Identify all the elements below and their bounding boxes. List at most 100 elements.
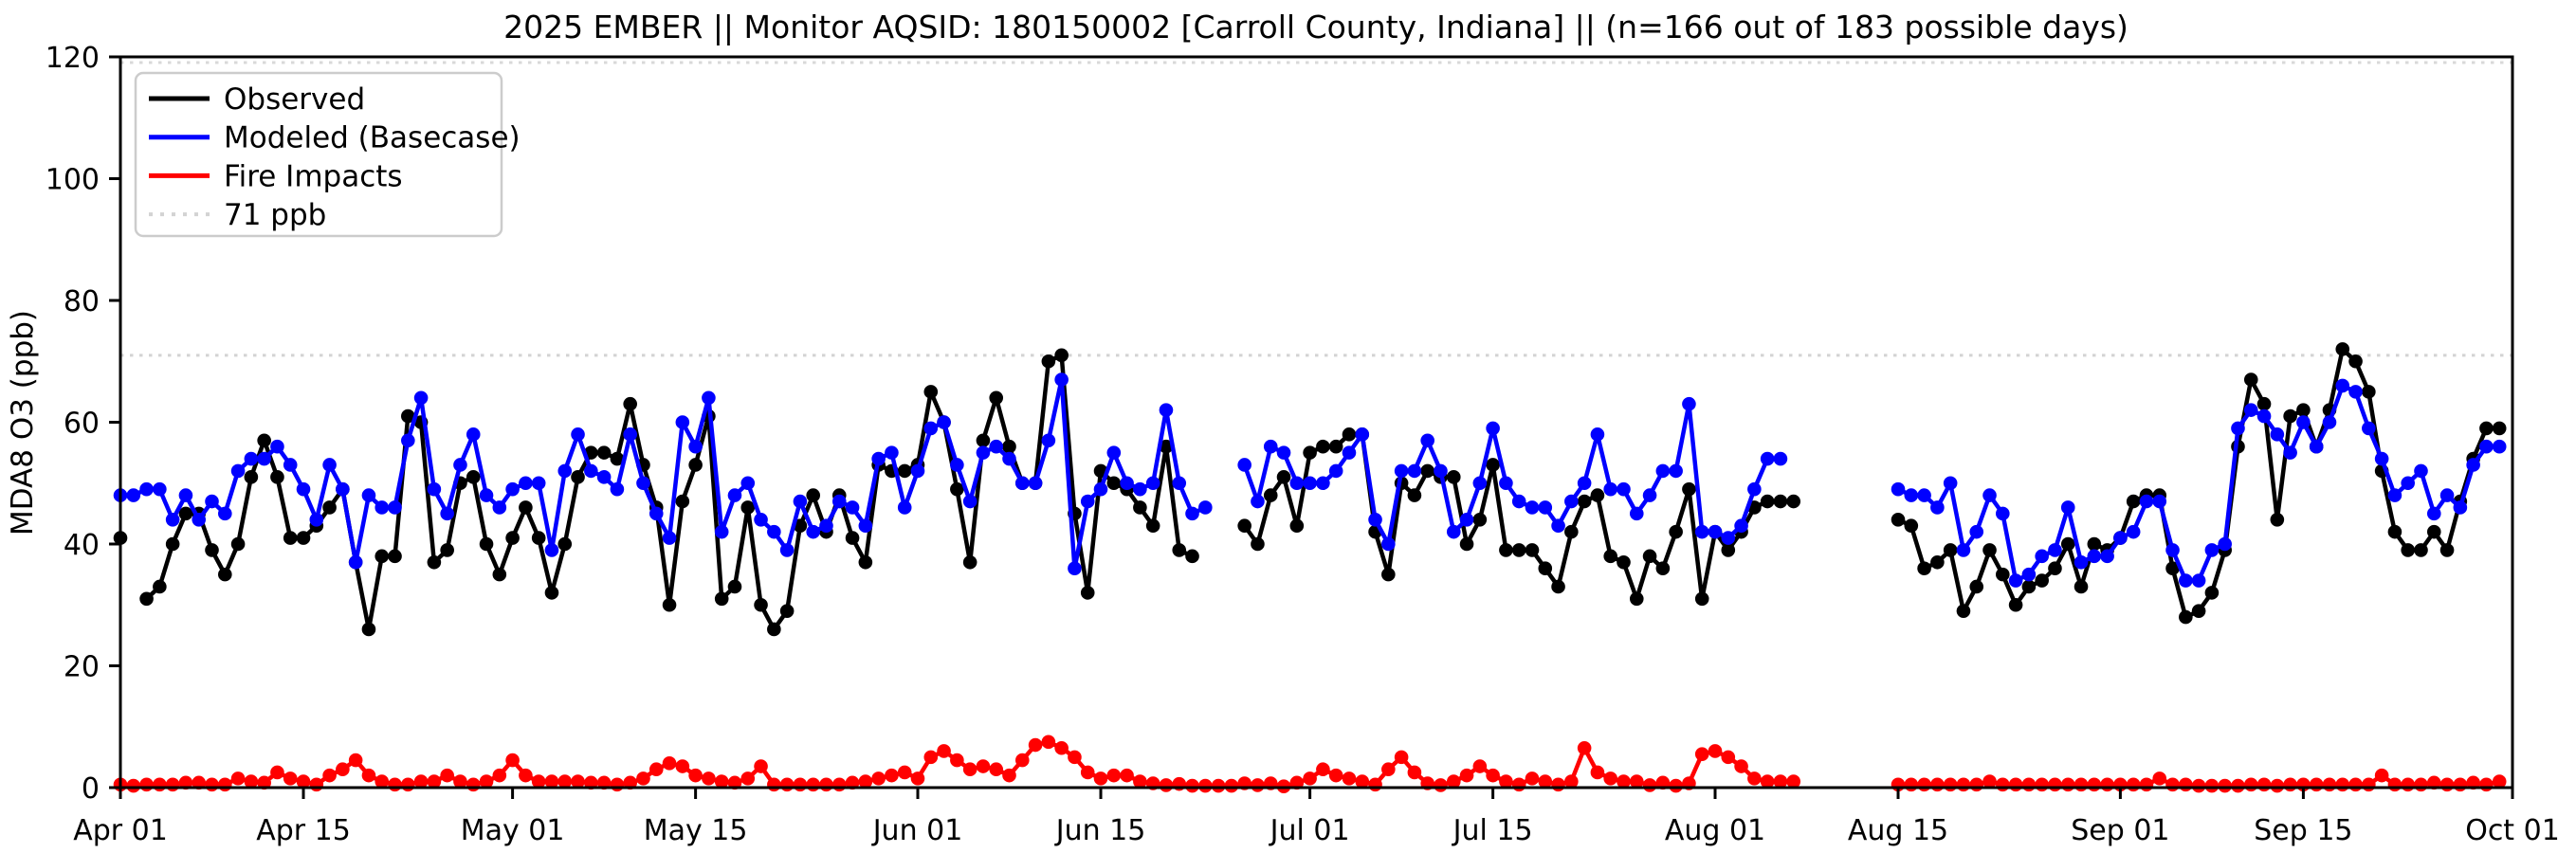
observed-point (2479, 421, 2494, 436)
modeled-point (336, 481, 350, 497)
observed-point (1145, 518, 1160, 534)
fire-point (779, 777, 795, 792)
modeled-point (1459, 513, 1474, 527)
modeled-point (1342, 445, 1357, 460)
modeled-point (257, 451, 271, 466)
observed-point (375, 549, 390, 564)
fire-point (1368, 777, 1382, 792)
fire-point (1642, 778, 1657, 792)
fire-point (1760, 774, 1775, 789)
modeled-point (950, 458, 964, 472)
y-tick-label: 120 (46, 42, 100, 75)
modeled-point (492, 500, 507, 515)
observed-point (1617, 554, 1631, 570)
modeled-point (623, 427, 637, 442)
fire-point (858, 774, 873, 789)
observed-point (2283, 408, 2297, 424)
modeled-point (1982, 488, 1997, 502)
legend-label-2: Modeled (Basecase) (224, 121, 521, 155)
observed-point (989, 390, 1004, 406)
observed-point (845, 531, 860, 545)
modeled-point (178, 488, 193, 502)
fire-point (153, 777, 167, 792)
legend-box (134, 71, 503, 238)
modeled-point (401, 433, 415, 448)
observed-point (1943, 543, 1958, 557)
fire-point (2074, 777, 2089, 792)
modeled-point (1734, 518, 1748, 534)
observed-point (675, 494, 690, 509)
fire-point (1904, 777, 1919, 792)
observed-point (714, 591, 729, 607)
modeled-point (779, 543, 795, 557)
observed-point (178, 506, 193, 521)
observed-point (1080, 586, 1095, 600)
fire-point (1041, 735, 1056, 750)
modeled-point (1172, 476, 1187, 491)
modeled-point (1917, 488, 1931, 502)
modeled-point (2414, 463, 2428, 479)
fire-point (1159, 778, 1174, 792)
modeled-point (388, 500, 402, 515)
observed-point (1655, 561, 1671, 575)
modeled-point (479, 488, 494, 502)
modeled-point (845, 500, 860, 515)
fire-point (2348, 777, 2363, 792)
fire-point (714, 774, 729, 789)
modeled-point (1120, 476, 1134, 491)
modeled-point (531, 476, 546, 491)
observed-point (962, 554, 977, 570)
x-tick-label: Apr 15 (256, 814, 351, 847)
fire-point (2008, 777, 2023, 792)
fire-point (819, 777, 833, 792)
modeled-point (1682, 396, 1696, 411)
modeled-point (544, 543, 559, 557)
observed-point (1551, 579, 1565, 594)
observed-point (1511, 543, 1526, 557)
observed-point (767, 622, 781, 637)
fire-point (296, 774, 311, 789)
observed-point (754, 597, 768, 612)
fire-point (1499, 774, 1513, 789)
fire-point (2492, 774, 2507, 789)
fire-point (1407, 765, 1422, 780)
modeled-point (322, 458, 337, 472)
fire-point (1133, 774, 1147, 789)
fire-point (1577, 740, 1592, 755)
observed-point (727, 579, 742, 594)
fire-point (2060, 777, 2075, 792)
fire-point (649, 762, 664, 777)
fire-point (375, 774, 390, 789)
modeled-point (1655, 463, 1671, 479)
observed-point (688, 458, 703, 472)
y-axis-label: MDA8 O3 (ppb) (6, 310, 40, 535)
fire-point (309, 777, 324, 792)
observed-point (1133, 500, 1147, 515)
modeled-point (139, 481, 154, 497)
fire-point (1342, 771, 1357, 786)
observed-point (1538, 561, 1553, 575)
fire-point (492, 768, 507, 783)
modeled-point (2035, 549, 2049, 564)
fire-point (519, 768, 533, 783)
observed-point (2060, 536, 2075, 552)
observed-point (2492, 421, 2507, 436)
x-tick-label: Oct 01 (2465, 814, 2560, 847)
x-tick-label: Jul 01 (1269, 814, 1350, 847)
fire-point (2401, 777, 2416, 792)
modeled-point (466, 427, 481, 442)
fire-point (322, 768, 337, 783)
modeled-point (2401, 476, 2416, 491)
x-tick-label: Aug 01 (1665, 814, 1765, 847)
y-tick-label: 0 (82, 772, 100, 806)
modeled-point (636, 476, 650, 491)
modeled-point (505, 481, 520, 497)
observed-point (466, 470, 481, 484)
fire-point (950, 753, 964, 768)
modeled-point (649, 506, 664, 521)
fire-point (2191, 778, 2206, 793)
observed-point (2126, 494, 2141, 509)
fire-point (453, 774, 467, 789)
modeled-point (806, 524, 821, 539)
modeled-point (885, 445, 899, 460)
